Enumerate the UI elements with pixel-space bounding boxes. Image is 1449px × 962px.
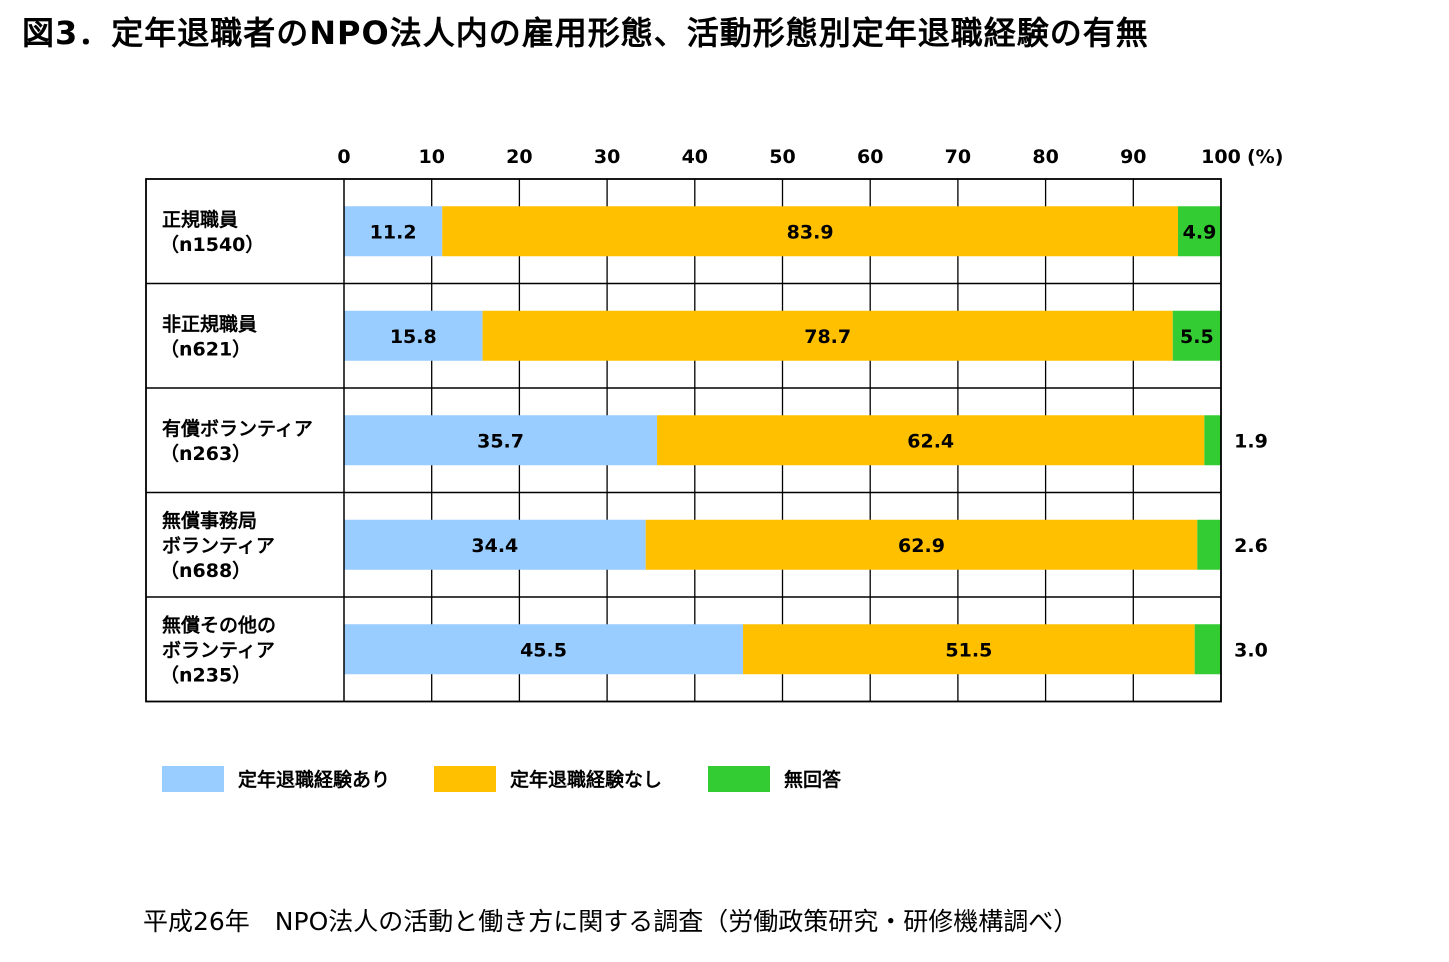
- category-label-row2-line2: （n621）: [160, 337, 251, 360]
- legend-label-1: 定年退職経験あり: [238, 768, 390, 791]
- tick-label-100: 100: [1201, 146, 1241, 168]
- data-label-row2-series3: 5.5: [1180, 326, 1214, 348]
- bar-area: [344, 206, 1221, 675]
- category-label-row5-line2: ボランティア: [162, 639, 275, 661]
- data-label-row2-series1: 15.8: [390, 326, 437, 348]
- data-label-row4-series2: 62.9: [898, 535, 945, 557]
- category-label-row2-line1: 非正規職員: [162, 312, 257, 335]
- legend-swatch-3: [708, 766, 770, 792]
- bar-segment-row1-series3: [1178, 206, 1221, 257]
- legend-label-2: 定年退職経験なし: [510, 768, 662, 791]
- data-label-row1-series1: 11.2: [370, 221, 417, 243]
- data-label-row1-series3: 4.9: [1183, 221, 1217, 243]
- bar-segment-row1-series1: [344, 206, 443, 257]
- bar-segment-row5-series2: [743, 624, 1195, 675]
- legend: 定年退職経験あり 定年退職経験なし 無回答: [162, 766, 842, 792]
- legend-swatch-2: [434, 766, 496, 792]
- category-label-row4-line1: 無償事務局: [162, 509, 257, 532]
- category-label-row5-line3: （n235）: [160, 663, 251, 686]
- bar-segment-row4-series1: [344, 519, 646, 570]
- bar-segment-row2-series2: [482, 310, 1173, 361]
- bar-segment-row1-series2: [442, 206, 1179, 257]
- data-label-row3-series3: 1.9: [1234, 430, 1268, 452]
- tick-label-10: 10: [418, 146, 444, 168]
- tick-label-50: 50: [769, 146, 795, 168]
- tick-label-40: 40: [682, 146, 708, 168]
- data-label-row1-series2: 83.9: [787, 221, 834, 243]
- tick-label-30: 30: [594, 146, 620, 168]
- data-label-row4-series1: 34.4: [471, 535, 518, 557]
- data-label-row5-series1: 45.5: [520, 639, 567, 661]
- tick-label-0: 0: [337, 146, 350, 168]
- bar-segment-row2-series3: [1172, 310, 1221, 361]
- data-label-row4-series3: 2.6: [1234, 535, 1268, 557]
- tick-label-90: 90: [1120, 146, 1146, 168]
- bar-segment-row4-series2: [645, 519, 1198, 570]
- data-labels: 11.2 83.9 4.9 15.8 78.7 5.5 35.7 62.4 1.9 34.4 62.…: [370, 221, 1268, 661]
- tick-label-60: 60: [857, 146, 883, 168]
- bar-segment-row3-series2: [657, 415, 1205, 466]
- x-axis-ticks: 0 10 20 30 40 50 60 70 80 90 100 (%): [337, 146, 1283, 168]
- data-label-row5-series2: 51.5: [945, 639, 992, 661]
- category-label-row3-line2: （n263）: [160, 442, 251, 465]
- bar-segment-row3-series1: [344, 415, 658, 466]
- category-label-row4-line2: ボランティア: [162, 535, 275, 557]
- plot-border: [145, 178, 1222, 703]
- data-label-row3-series2: 62.4: [907, 430, 954, 452]
- bar-segment-row5-series3: [1194, 624, 1221, 675]
- category-label-row3-line1: 有償ボランティア: [162, 417, 313, 440]
- category-label-row1-line1: 正規職員: [162, 208, 238, 231]
- category-label-row5-line1: 無償その他の: [162, 613, 276, 636]
- category-labels: 正規職員（n1540） 非正規職員（n621） 有償ボランティア（n263） 無償事務…: [160, 208, 313, 687]
- plot-frame: [145, 178, 1222, 703]
- bar-segment-row5-series1: [344, 624, 744, 675]
- tick-label-80: 80: [1032, 146, 1058, 168]
- category-label-row4-line3: （n688）: [160, 559, 251, 582]
- chart-title: 図3．定年退職者のNPO法人内の雇用形態、活動形態別定年退職経験の有無: [22, 14, 1149, 52]
- data-label-row5-series3: 3.0: [1234, 639, 1268, 661]
- category-label-row1-line2: （n1540）: [160, 233, 264, 256]
- x-axis-unit: (%): [1247, 146, 1283, 168]
- bar-segment-row4-series3: [1197, 519, 1221, 570]
- data-label-row2-series2: 78.7: [804, 326, 851, 348]
- tick-label-70: 70: [945, 146, 971, 168]
- legend-swatch-1: [162, 766, 224, 792]
- source-note: 平成26年 NPO法人の活動と働き方に関する調査（労働政策研究・研修機構調べ）: [143, 907, 1079, 936]
- tick-label-20: 20: [506, 146, 532, 168]
- bar-segment-row3-series3: [1204, 415, 1221, 466]
- data-label-row3-series1: 35.7: [477, 430, 524, 452]
- bar-segment-row2-series1: [344, 310, 483, 361]
- legend-label-3: 無回答: [784, 768, 842, 791]
